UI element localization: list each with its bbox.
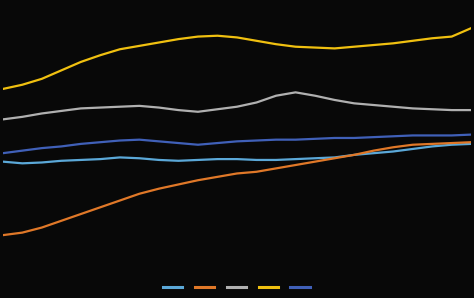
Legend: , , , , : , , , , (157, 275, 317, 298)
